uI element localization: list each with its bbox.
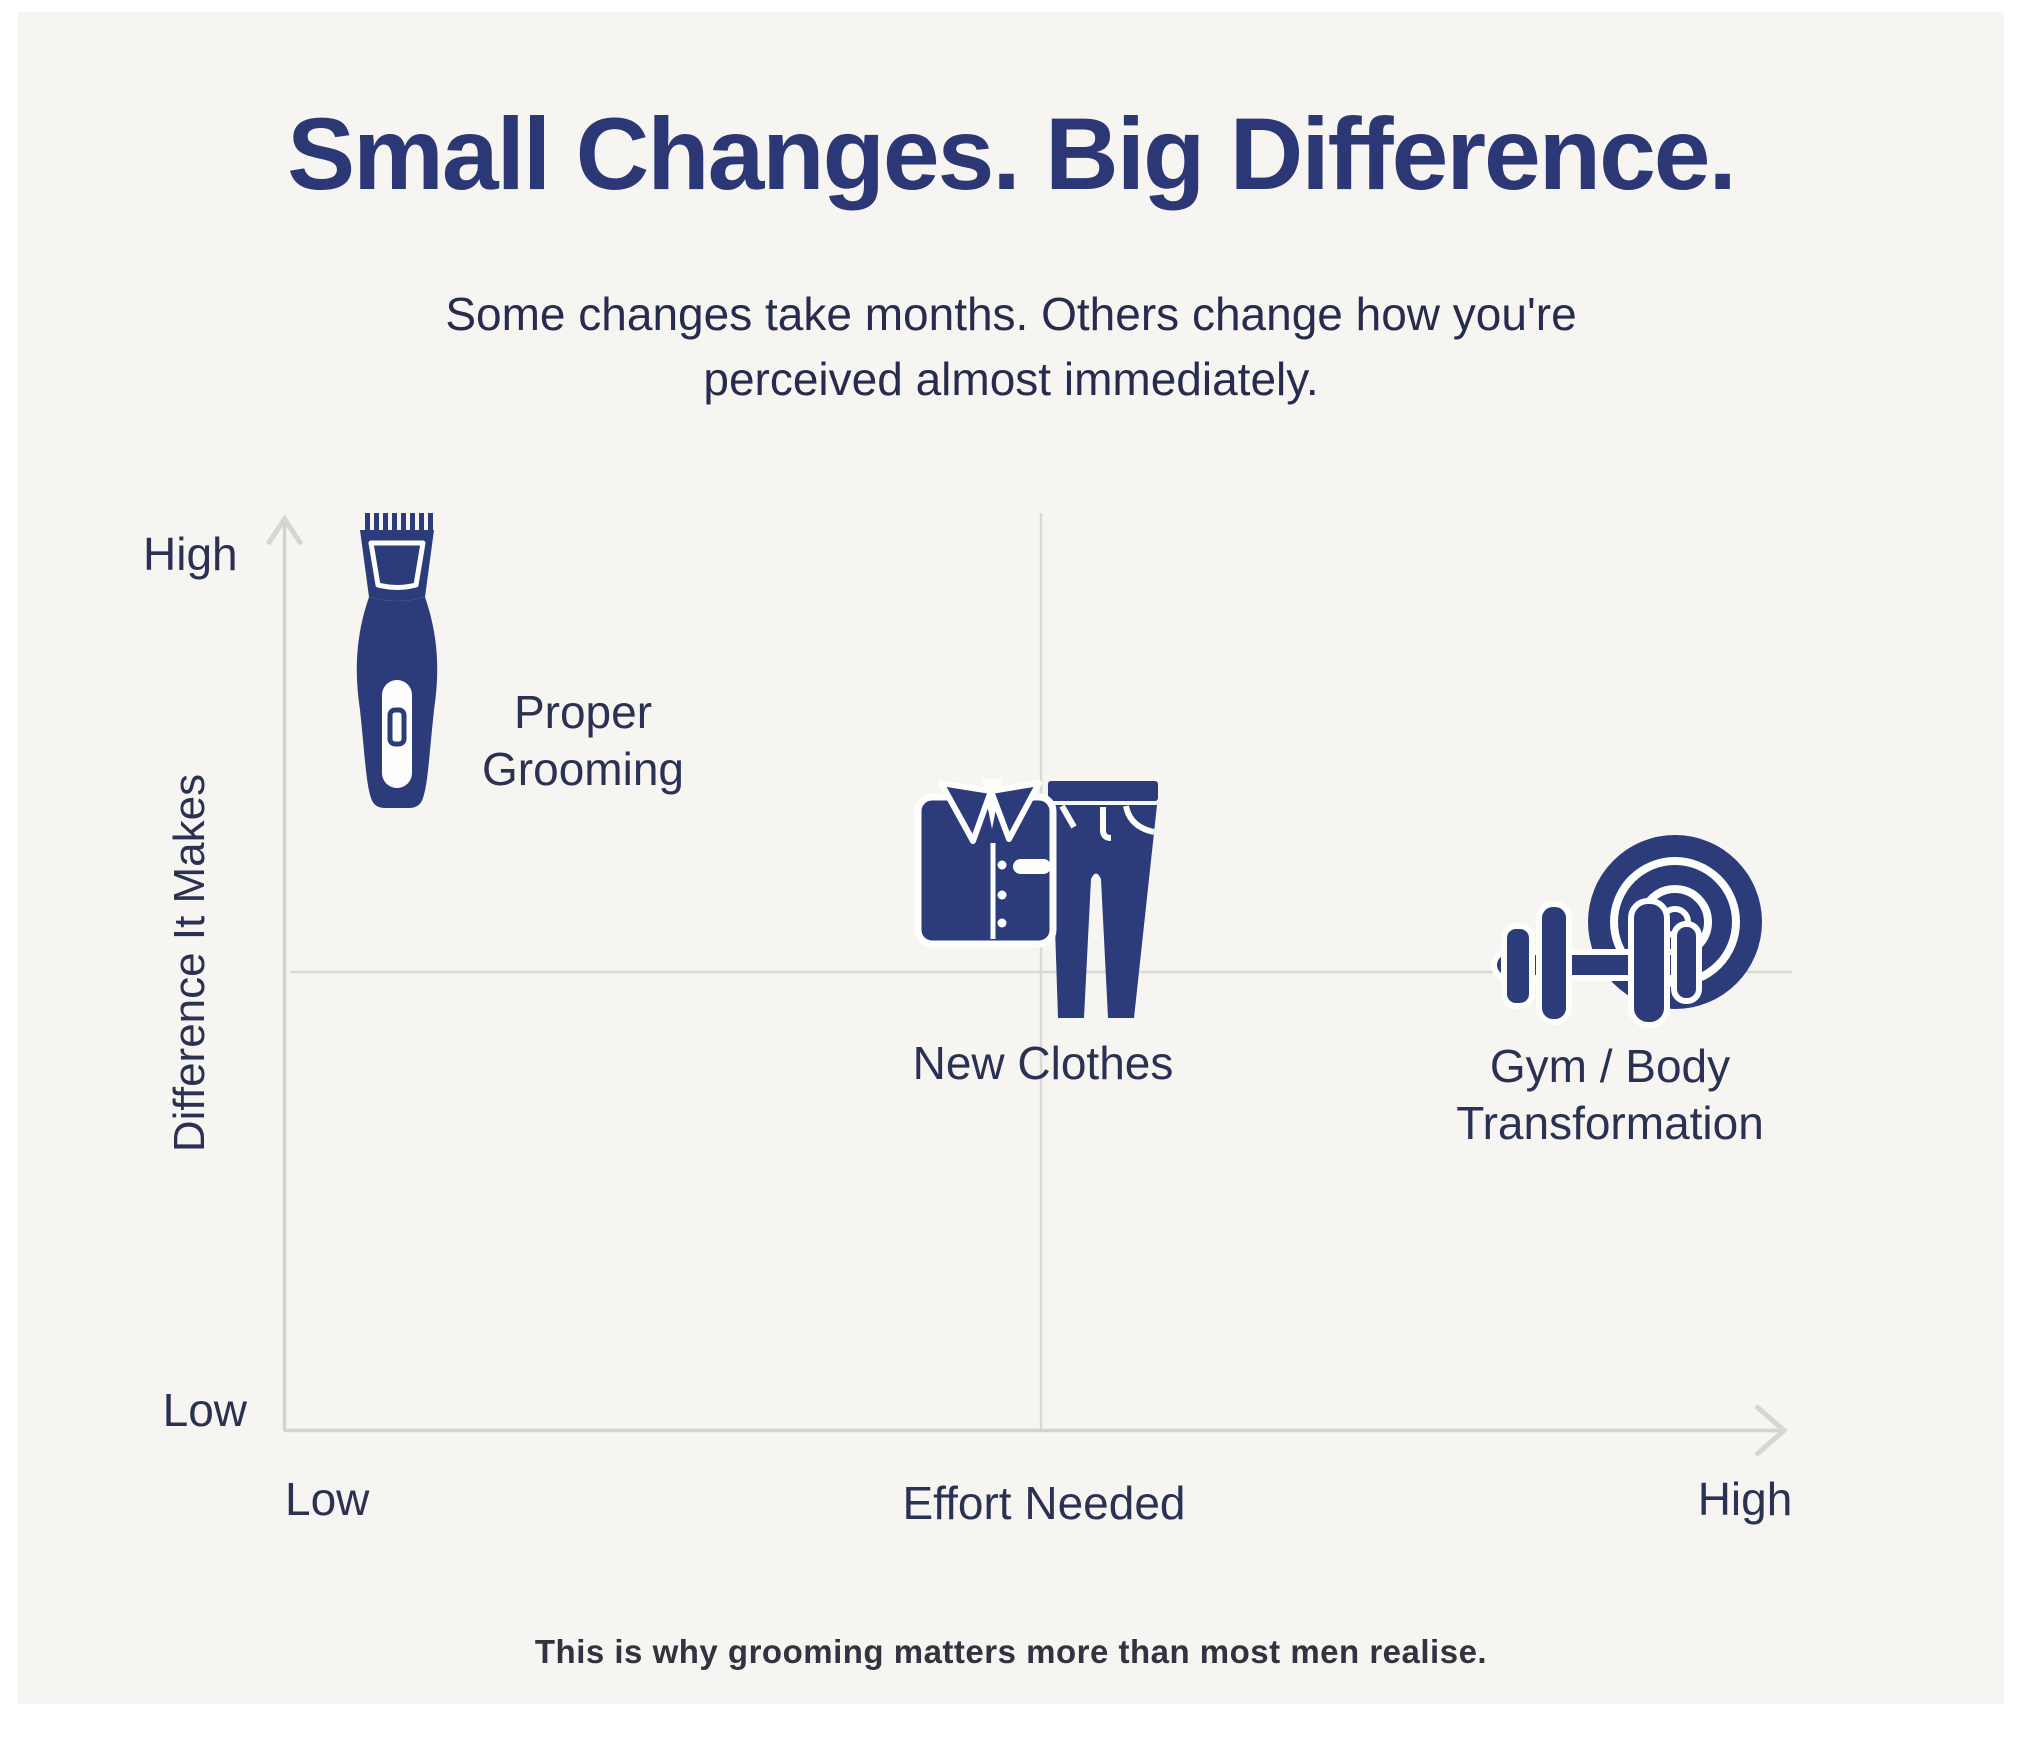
y-axis-high-label: High [143,528,238,580]
page-subtitle: Some changes take months. Others change … [445,288,1577,405]
x-axis-low-label: Low [285,1473,370,1525]
hair-trimmer-icon [356,513,438,808]
page-title: Small Changes. Big Difference. [287,97,1737,211]
x-axis-high-label: High [1697,1473,1793,1525]
trousers-icon [1048,781,1158,1018]
y-axis-low-label: Low [162,1384,247,1436]
y-axis-arrowhead-icon [265,514,304,546]
dumbbell-weight-plate-icon [1491,835,1762,1028]
point-label-proper-grooming: Proper Grooming [482,686,684,795]
shirt-icon [914,779,1057,948]
footer-note: This is why grooming matters more than m… [534,1633,1488,1670]
dumbbell-icon [1491,898,1702,1028]
point-label-new-clothes: New Clothes [912,1037,1174,1089]
x-axis-arrowhead-icon [1754,1404,1788,1457]
y-axis-title: Difference It Makes [165,773,214,1153]
point-label-gym-body-transformation: Gym / Body Transformation [1456,1040,1764,1149]
shirt-and-trousers-icon [914,779,1158,1018]
x-axis-title: Effort Needed [902,1477,1186,1529]
